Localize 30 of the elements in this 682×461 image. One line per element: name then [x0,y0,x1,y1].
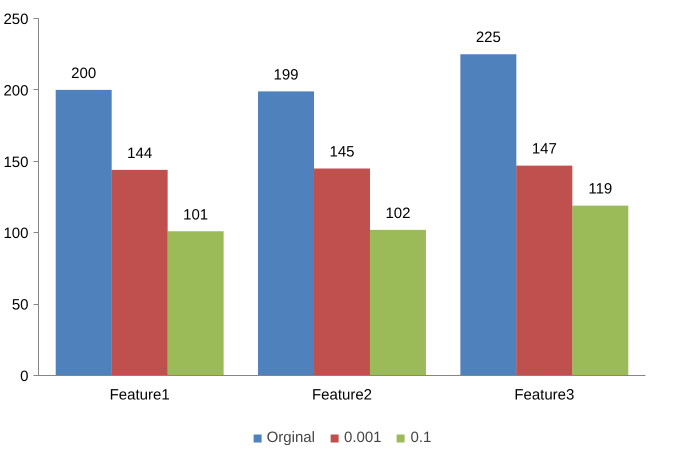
bar [516,166,572,376]
legend-label: 0.001 [344,429,382,446]
data-label: 101 [183,206,208,224]
x-tick-label: Feature3 [514,386,574,404]
y-tick-label: 250 [3,11,29,28]
x-tick-label: Feature1 [110,386,170,404]
y-tick-label: 150 [3,154,29,171]
bar [112,170,168,376]
x-tick-label: Feature2 [312,386,372,404]
legend-label: Orginal [266,429,315,446]
data-label: 225 [476,29,501,46]
bar [56,90,112,376]
y-tick-label: 100 [3,225,29,242]
bar [168,231,224,376]
data-label: 145 [329,143,355,160]
bar [460,54,516,376]
data-label: 200 [71,64,96,82]
data-label: 144 [127,144,152,162]
data-label: 147 [532,140,557,158]
bar [258,91,314,376]
bar [314,168,370,376]
bar [572,206,628,376]
data-label: 102 [385,204,410,222]
y-tick-label: 200 [3,82,29,100]
data-label: 199 [274,66,299,84]
bar [370,230,426,376]
y-tick-label: 50 [12,296,29,314]
data-label: 119 [588,180,612,198]
legend-label: 0.1 [410,429,432,446]
y-tick-label: 0 [20,368,28,385]
